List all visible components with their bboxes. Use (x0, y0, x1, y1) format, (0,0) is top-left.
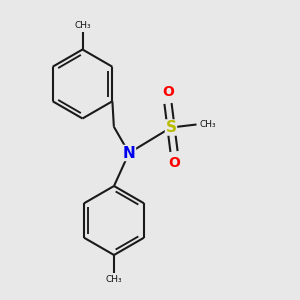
Text: N: N (123, 146, 135, 160)
Text: S: S (166, 120, 176, 135)
Text: CH₃: CH₃ (200, 120, 216, 129)
Text: O: O (162, 85, 174, 99)
Text: CH₃: CH₃ (106, 274, 122, 284)
Text: O: O (168, 156, 180, 170)
Text: CH₃: CH₃ (74, 21, 91, 30)
